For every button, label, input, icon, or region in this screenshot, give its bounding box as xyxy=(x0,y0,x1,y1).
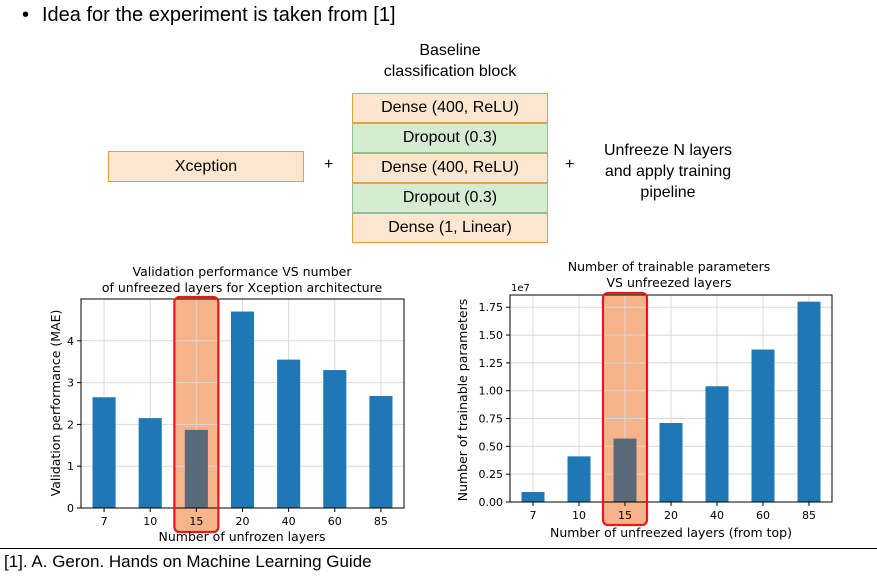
chart2-xtick-label: 20 xyxy=(664,509,678,522)
chart1-plot: 0 1 2 3 4 7 10 15 20 40 60 85 xyxy=(67,295,405,534)
chart1-highlight-border xyxy=(173,295,220,534)
chart2-plot: 0.00 0.25 0.50 0.75 1.00 1.25 1.50 1.75 7 10 15 20 4… xyxy=(479,291,833,527)
unfreeze-step-line3: pipeline xyxy=(640,184,696,201)
block-caption-line1: Baseline xyxy=(419,42,481,59)
chart1-bar-10 xyxy=(138,418,162,508)
chart1-bar-40 xyxy=(277,359,301,508)
chart1-xtick-label: 7 xyxy=(101,515,108,528)
chart1-ylabel: Validation performance (MAE) xyxy=(48,310,63,497)
chart1-xtick-label: 20 xyxy=(236,515,250,528)
chart2-bar-40 xyxy=(705,386,729,502)
chart2-ylabel: Number of trainable parameters xyxy=(455,299,470,502)
chart1-title-line1: Validation performance VS number xyxy=(133,264,353,279)
chart1-xtick-label: 85 xyxy=(374,515,388,528)
unfreeze-step-line2: and apply training xyxy=(604,163,732,180)
chart2-ytick-label: 0.00 xyxy=(479,496,504,509)
intro-bullet: • Idea for the experiment is taken from [… xyxy=(22,4,396,27)
layer-dense-1: Dense (400, ReLU) xyxy=(352,93,548,123)
plus-sign-2: + xyxy=(565,156,575,173)
chart2-ytick-label: 1.00 xyxy=(479,385,504,398)
xception-box: Xception xyxy=(108,151,304,182)
chart1-xtick-label: 40 xyxy=(282,515,296,528)
layer-dense-1-label: Dense (400, ReLU) xyxy=(381,99,519,116)
chart2-title-line2: VS unfreezed layers xyxy=(607,275,732,290)
chart1-ytick-label: 0 xyxy=(67,502,74,515)
chart2-xtick-label: 40 xyxy=(710,509,724,522)
layer-dropout-2: Dropout (0.3) xyxy=(352,183,548,213)
chart1-title-line2: of unfreezed layers for Xception archite… xyxy=(102,280,383,295)
chart1-xtick-label: 10 xyxy=(143,515,157,528)
layer-dense-3-label: Dense (1, Linear) xyxy=(388,219,512,236)
chart1-bar-15 xyxy=(184,429,208,508)
chart2-xlabel: Number of unfreezed layers (from top) xyxy=(550,525,792,540)
chart1-xtick-label: 60 xyxy=(328,515,342,528)
chart2-scale-label: 1e7 xyxy=(511,283,530,294)
chart1-ytick-label: 2 xyxy=(67,418,74,431)
chart1-ytick-label: 3 xyxy=(67,377,74,390)
chart-validation-performance: 0 1 2 3 4 7 10 15 20 40 60 85 Validation performance… xyxy=(48,264,405,544)
bullet-marker: • xyxy=(22,4,30,26)
block-caption-line2: classification block xyxy=(383,63,517,80)
chart1-xlabel: Number of unfrozen layers xyxy=(159,529,326,544)
chart2-xtick-label: 60 xyxy=(756,509,770,522)
xception-label: Xception xyxy=(174,157,238,175)
unfreeze-step: Unfreeze N layers and apply training pip… xyxy=(582,140,754,203)
block-caption: Baseline classification block xyxy=(352,40,548,82)
unfreeze-step-line1: Unfreeze N layers xyxy=(603,142,733,159)
chart2-ytick-label: 1.75 xyxy=(479,301,504,314)
chart2-xtick-label: 15 xyxy=(618,509,632,522)
chart2-ytick-label: 1.50 xyxy=(479,329,504,342)
chart1-bar-60 xyxy=(323,370,347,508)
chart1-bar-85 xyxy=(369,395,393,508)
chart2-bar-85 xyxy=(797,301,821,502)
layer-dense-2: Dense (400, ReLU) xyxy=(352,153,548,183)
layer-dense-2-label: Dense (400, ReLU) xyxy=(381,159,519,176)
chart2-highlight-border xyxy=(601,291,649,527)
chart2-bar-15 xyxy=(613,438,637,502)
chart2-ytick-label: 0.50 xyxy=(479,440,504,453)
chart-trainable-parameters: 0.00 0.25 0.50 0.75 1.00 1.25 1.50 1.75 7 10 15 20 4… xyxy=(455,259,833,540)
chart1-bar-20 xyxy=(230,311,255,508)
chart1-xtick-label: 15 xyxy=(189,515,203,528)
chart2-xtick-label: 7 xyxy=(530,509,537,522)
chart2-ytick-label: 0.75 xyxy=(479,413,504,426)
chart2-xtick-label: 10 xyxy=(572,509,586,522)
chart1-bar-7 xyxy=(92,397,116,508)
layer-dropout-2-label: Dropout (0.3) xyxy=(402,189,498,206)
footer-divider xyxy=(0,548,877,549)
plus-sign-1: + xyxy=(324,156,334,173)
chart2-bar-20 xyxy=(659,422,683,502)
layer-dense-3: Dense (1, Linear) xyxy=(352,213,548,243)
footer-reference: [1]. A. Geron. Hands on Machine Learning… xyxy=(4,552,372,571)
chart1-ytick-label: 4 xyxy=(67,335,74,348)
chart1-ytick-label: 1 xyxy=(67,460,74,473)
layer-dropout-1: Dropout (0.3) xyxy=(352,123,548,153)
intro-text: Idea for the experiment is taken from [1… xyxy=(42,4,396,26)
chart2-bar-7 xyxy=(521,491,545,502)
chart2-xtick-label: 85 xyxy=(802,509,816,522)
layer-dropout-1-label: Dropout (0.3) xyxy=(402,129,498,146)
chart2-title-line1: Number of trainable parameters xyxy=(568,259,771,274)
chart2-bar-10 xyxy=(567,456,591,502)
chart2-ytick-label: 0.25 xyxy=(479,468,504,481)
chart2-ytick-label: 1.25 xyxy=(479,357,504,370)
chart2-bar-60 xyxy=(751,349,775,502)
